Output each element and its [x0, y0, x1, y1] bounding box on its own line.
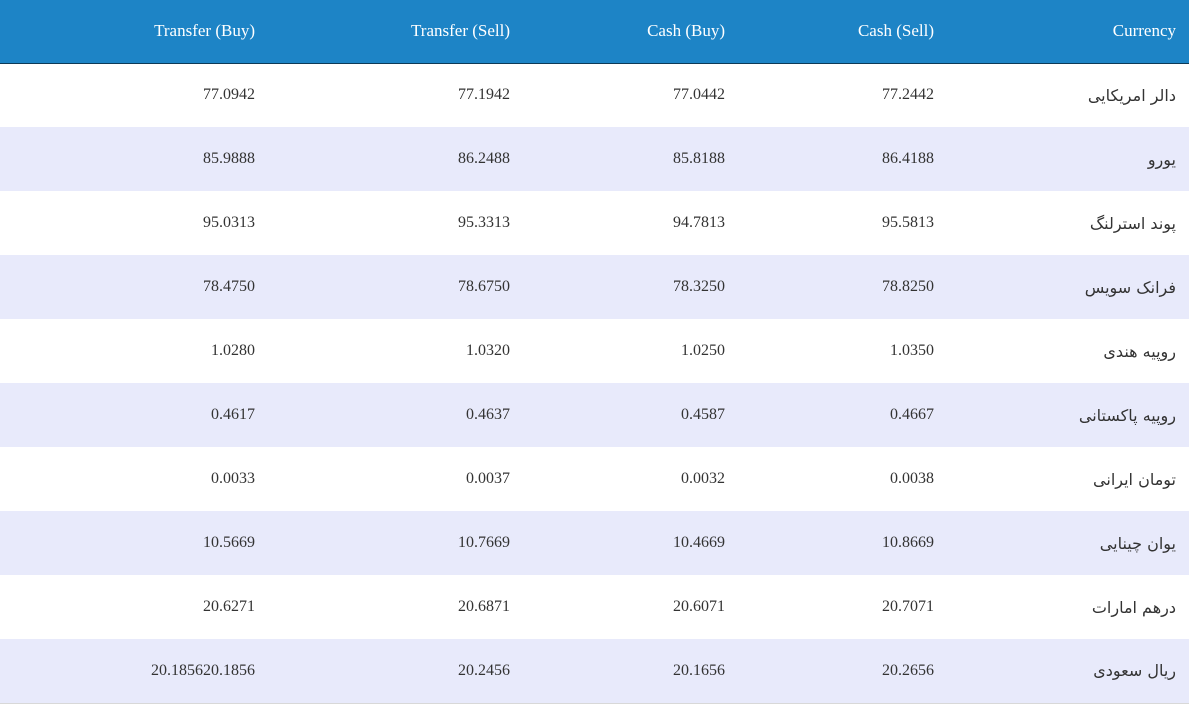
- cash-sell-cell: 10.8669: [882, 534, 934, 551]
- cash-buy-cell: 0.0032: [681, 470, 725, 487]
- table-body: 77.0942 77.1942 77.0442 77.2442 دالر امر…: [0, 63, 1189, 703]
- table-row: 95.0313 95.3313 94.7813 95.5813 پوند است…: [0, 191, 1189, 255]
- currency-cell: درهم امارات: [934, 575, 1189, 639]
- table-row: 85.9888 86.2488 85.8188 86.4188 یورو: [0, 127, 1189, 191]
- currency-name: ریال سعودی: [1093, 661, 1176, 681]
- transfer-sell-cell: 78.6750: [458, 278, 510, 295]
- transfer-buy-cell: 0.4617: [211, 406, 255, 423]
- table-row: 0.0033 0.0037 0.0032 0.0038 تومان ایرانی: [0, 447, 1189, 511]
- transfer-sell-cell: 77.1942: [458, 86, 510, 104]
- transfer-buy-cell: 85.9888: [203, 150, 255, 167]
- currency-cell: ریال سعودی: [934, 639, 1189, 703]
- currency-cell: فرانک سویس: [934, 255, 1189, 319]
- transfer-buy-cell: 78.4750: [203, 278, 255, 295]
- cash-sell-cell: 0.4667: [890, 406, 934, 423]
- currency-cell: پوند استرلنگ: [934, 191, 1189, 255]
- transfer-sell-cell: 0.4637: [466, 406, 510, 423]
- currency-name: یوان چینایی: [1099, 533, 1176, 553]
- cash-sell-cell: 20.7071: [882, 598, 934, 615]
- cash-sell-cell: 95.5813: [882, 214, 934, 231]
- table-header: Transfer (Buy) Transfer (Sell) Cash (Buy…: [0, 0, 1189, 63]
- cash-buy-cell: 77.0442: [673, 86, 725, 104]
- table-row: 1.0280 1.0320 1.0250 1.0350 روپیه هندی: [0, 319, 1189, 383]
- currency-cell: روپیه پاکستانی: [934, 383, 1189, 447]
- header-cash-sell: Cash (Sell): [857, 21, 934, 41]
- cash-buy-cell: 0.4587: [681, 406, 725, 423]
- currency-name: پوند استرلنگ: [1089, 213, 1176, 233]
- currency-name: یورو: [1147, 149, 1176, 169]
- cash-buy-cell: 10.4669: [673, 534, 725, 551]
- header-currency: Currency: [934, 0, 1189, 63]
- table-row: 20.6271 20.6871 20.6071 20.7071 درهم اما…: [0, 575, 1189, 639]
- header-cash-buy: Cash (Buy): [647, 21, 725, 41]
- cash-sell-cell: 0.0038: [890, 470, 934, 487]
- currency-name: روپیه پاکستانی: [1078, 405, 1176, 425]
- currency-name: درهم امارات: [1091, 597, 1176, 617]
- cash-buy-cell: 85.8188: [673, 150, 725, 167]
- table-row: 78.4750 78.6750 78.3250 78.8250 فرانک سو…: [0, 255, 1189, 319]
- header-currency-label: Currency: [1112, 21, 1176, 41]
- transfer-sell-cell: 86.2488: [458, 150, 510, 167]
- currency-cell: یورو: [934, 127, 1189, 191]
- table-row: 20.185620.1856 20.2456 20.1656 20.2656 ر…: [0, 639, 1189, 703]
- cash-sell-cell: 78.8250: [882, 278, 934, 295]
- transfer-buy-cell: 1.0280: [211, 342, 255, 359]
- transfer-buy-cell: 20.6271: [203, 598, 255, 615]
- cash-buy-cell: 1.0250: [681, 342, 725, 359]
- cash-sell-cell: 20.2656: [882, 661, 934, 679]
- table-row: 77.0942 77.1942 77.0442 77.2442 دالر امر…: [0, 63, 1189, 127]
- table-row: 10.5669 10.7669 10.4669 10.8669 یوان چین…: [0, 511, 1189, 575]
- transfer-buy-cell: 10.5669: [203, 534, 255, 551]
- table-row: 0.4617 0.4637 0.4587 0.4667 روپیه پاکستا…: [0, 383, 1189, 447]
- cash-buy-cell: 20.1656: [673, 661, 725, 679]
- transfer-buy-cell: 20.185620.1856: [151, 661, 255, 679]
- cash-sell-cell: 77.2442: [882, 86, 934, 104]
- header-transfer-buy: Transfer (Buy): [154, 21, 255, 41]
- cash-sell-cell: 1.0350: [890, 342, 934, 359]
- transfer-sell-cell: 20.6871: [458, 598, 510, 615]
- currency-name: فرانک سویس: [1084, 277, 1176, 297]
- header-transfer-sell: Transfer (Sell): [411, 21, 510, 41]
- transfer-sell-cell: 1.0320: [466, 342, 510, 359]
- cash-buy-cell: 78.3250: [673, 278, 725, 295]
- header-row: Transfer (Buy) Transfer (Sell) Cash (Buy…: [0, 0, 1189, 63]
- transfer-buy-cell: 77.0942: [203, 86, 255, 104]
- currency-name: روپیه هندی: [1103, 341, 1176, 361]
- currency-name: دالر امریکایی: [1087, 85, 1176, 105]
- currency-cell: دالر امریکایی: [934, 63, 1189, 127]
- transfer-sell-cell: 95.3313: [458, 214, 510, 231]
- transfer-sell-cell: 0.0037: [466, 470, 510, 487]
- cash-sell-cell: 86.4188: [882, 150, 934, 167]
- cash-buy-cell: 94.7813: [673, 214, 725, 231]
- transfer-buy-cell: 0.0033: [211, 470, 255, 487]
- transfer-sell-cell: 20.2456: [458, 661, 510, 679]
- currency-name: تومان ایرانی: [1093, 469, 1176, 489]
- transfer-sell-cell: 10.7669: [458, 534, 510, 551]
- cash-buy-cell: 20.6071: [673, 598, 725, 615]
- currency-cell: روپیه هندی: [934, 319, 1189, 383]
- transfer-buy-cell: 95.0313: [203, 214, 255, 231]
- currency-cell: تومان ایرانی: [934, 447, 1189, 511]
- currency-cell: یوان چینایی: [934, 511, 1189, 575]
